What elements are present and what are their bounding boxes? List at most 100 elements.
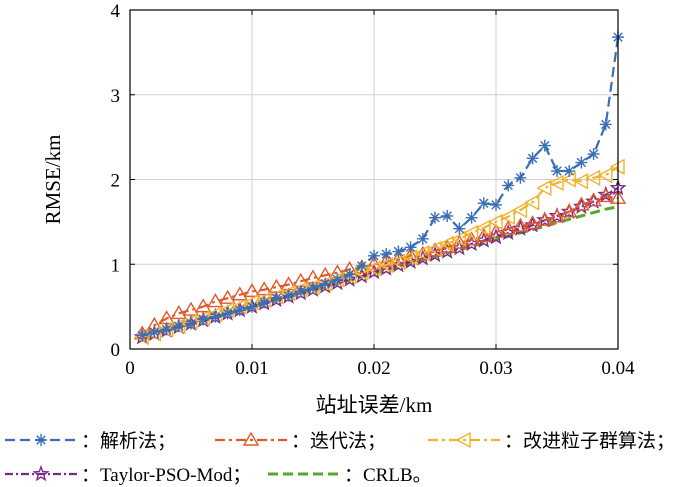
- data-point: [560, 203, 578, 218]
- data-point: [282, 289, 295, 302]
- legend-marker: [35, 434, 47, 446]
- data-point: [548, 208, 566, 223]
- data-point: [194, 298, 212, 313]
- data-point: [255, 281, 273, 296]
- data-point: [499, 220, 517, 235]
- data-point: [160, 323, 173, 336]
- data-point: [477, 197, 490, 210]
- legend-item: ：CRLB。: [268, 465, 432, 486]
- data-point: [365, 260, 381, 277]
- x-tick-label: 0: [125, 358, 135, 379]
- data-point: [380, 248, 393, 261]
- data-point: [551, 165, 563, 178]
- data-point: [426, 240, 442, 258]
- legend-item: ：迭代法；: [215, 430, 386, 452]
- data-point: [392, 245, 405, 258]
- legend-item: ：解析法；: [5, 430, 176, 452]
- legend: ：解析法； ：迭代法； ：改进粒子群算法； ：Taylor-PSO-Mod； ：CRLB…: [5, 430, 675, 486]
- data-point: [597, 167, 613, 184]
- data-point: [597, 185, 615, 202]
- data-point: [465, 211, 478, 224]
- data-point: [499, 208, 515, 225]
- data-point: [416, 232, 429, 245]
- data-point: [197, 313, 210, 326]
- data-point: [548, 206, 566, 224]
- series-2: [133, 158, 625, 346]
- legend-item: ：Taylor-PSO-Mod；: [5, 465, 251, 486]
- data-point: [170, 305, 188, 320]
- data-point: [597, 188, 615, 203]
- x-tick-label: 0.02: [357, 358, 390, 379]
- y-axis-title: RMSE/km: [41, 135, 65, 225]
- data-point: [182, 301, 200, 316]
- data-point: [512, 217, 529, 232]
- data-point: [573, 196, 590, 211]
- legend-marker: [455, 431, 471, 449]
- legend-label: ：CRLB。: [344, 465, 432, 486]
- x-tick-label: 0.04: [601, 358, 635, 379]
- data-point: [514, 171, 527, 184]
- data-point: [511, 201, 528, 219]
- data-point: [368, 249, 380, 262]
- data-point: [441, 209, 454, 222]
- data-point: [343, 268, 356, 281]
- data-point: [355, 259, 368, 272]
- data-point: [389, 253, 406, 270]
- x-axis-title: 站址误差/km: [316, 393, 433, 417]
- legend-label: ：改进粒子群算法；: [504, 430, 675, 452]
- data-point: [572, 173, 589, 190]
- data-point: [536, 211, 554, 226]
- data-point: [587, 148, 600, 161]
- data-point: [319, 277, 332, 290]
- data-point: [377, 253, 395, 268]
- legend-marker: [242, 431, 260, 446]
- data-point: [219, 289, 236, 304]
- data-point: [502, 179, 515, 192]
- data-point: [453, 222, 466, 235]
- data-point: [475, 227, 493, 242]
- data-point: [258, 296, 271, 309]
- data-point: [475, 219, 491, 236]
- data-point: [538, 139, 551, 152]
- data-point: [536, 179, 552, 197]
- data-point: [414, 245, 430, 262]
- data-point: [158, 310, 175, 325]
- data-point: [575, 156, 588, 169]
- legend-label: ：Taylor-PSO-Mod；: [81, 465, 251, 486]
- data-point: [585, 169, 601, 186]
- series-line: [141, 195, 619, 335]
- y-tick-label: 2: [111, 171, 121, 192]
- data-point: [526, 152, 539, 165]
- y-tick-label: 1: [111, 255, 121, 276]
- data-point: [390, 250, 407, 265]
- legend-label: ：解析法；: [81, 430, 176, 452]
- data-point: [243, 282, 261, 298]
- data-point: [377, 256, 393, 274]
- data-point: [524, 194, 540, 211]
- y-tick-label: 4: [111, 1, 121, 22]
- data-point: [331, 273, 344, 286]
- legend-item: ：改进粒子群算法；: [428, 430, 675, 452]
- ticks: 0 0.01 0.02 0.03 0.04 0 1 2 3 4: [111, 1, 636, 379]
- data-point: [490, 198, 502, 211]
- data-point: [207, 293, 224, 308]
- data-point: [221, 307, 234, 320]
- data-point: [585, 192, 602, 207]
- data-point: [307, 281, 319, 294]
- data-point: [402, 249, 418, 266]
- data-point: [209, 310, 222, 323]
- data-point: [599, 118, 612, 131]
- x-tick-label: 0.01: [235, 358, 268, 379]
- data-point: [404, 241, 417, 254]
- data-point: [451, 234, 468, 249]
- data-point: [246, 300, 258, 313]
- series-0: [136, 31, 624, 342]
- series-line: [141, 36, 620, 337]
- data-point: [438, 235, 454, 253]
- y-tick-label: 3: [111, 86, 121, 107]
- data-point: [429, 211, 441, 224]
- grid: [130, 10, 618, 349]
- data-point: [185, 317, 197, 330]
- data-point: [487, 213, 503, 231]
